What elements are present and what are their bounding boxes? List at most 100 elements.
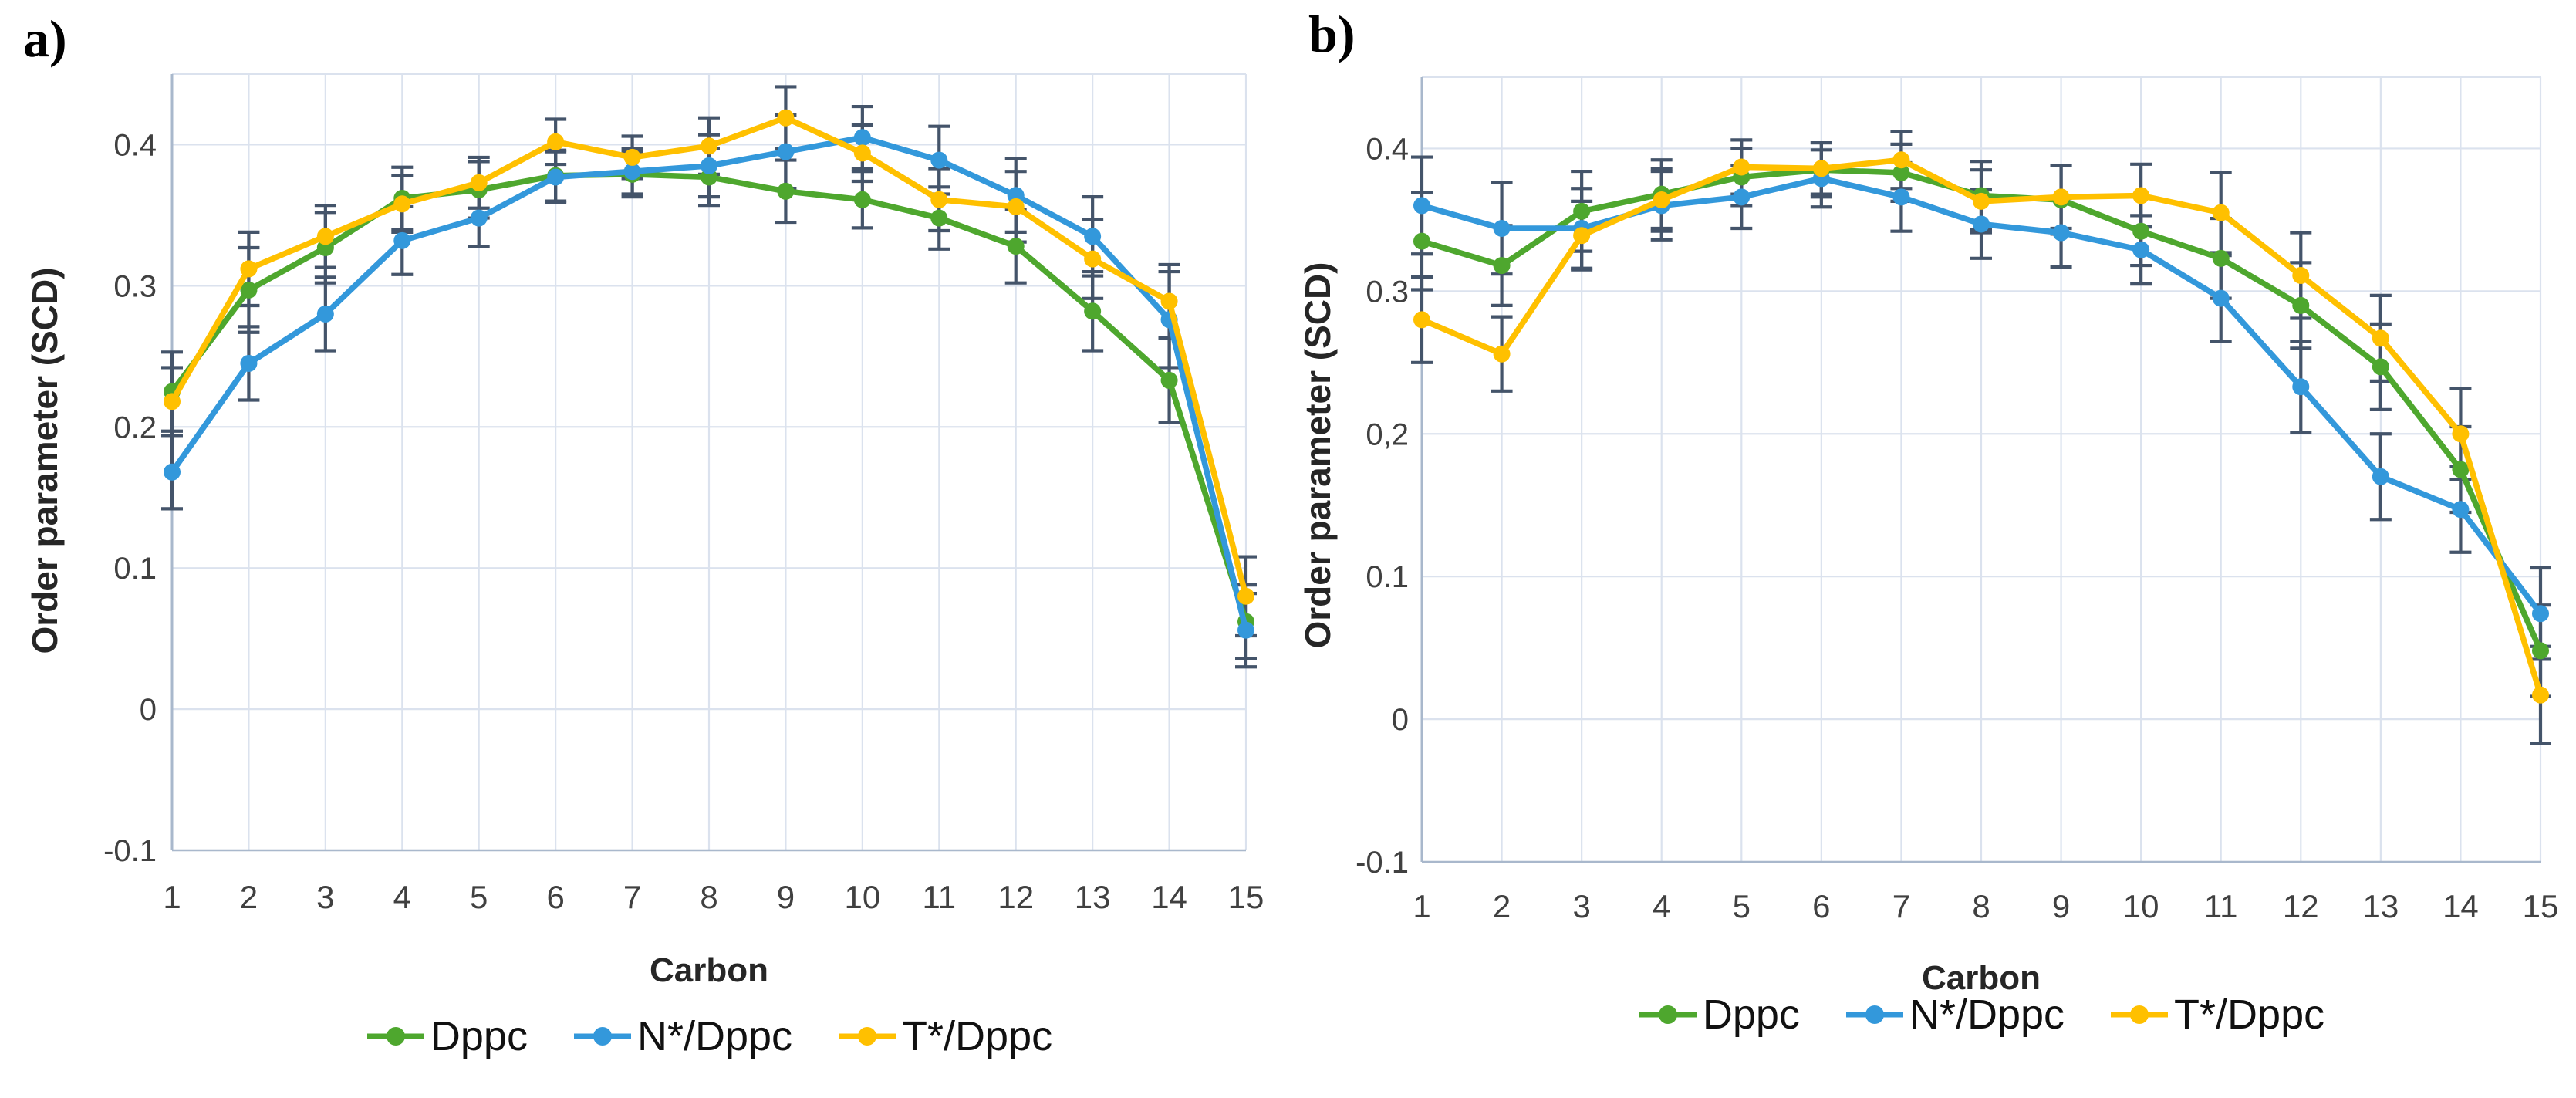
data-point [316, 305, 334, 323]
data-point [2212, 204, 2230, 221]
x-tick-label: 2 [240, 879, 258, 915]
legend-a: Dppc N*/Dppc T*/Dppc [172, 1003, 1246, 1069]
legend-label-t-dppc: T*/Dppc [2174, 992, 2325, 1038]
data-point [1493, 220, 1511, 238]
data-point [930, 191, 948, 208]
data-point [1493, 345, 1511, 363]
legend-label-n-dppc: N*/Dppc [1909, 992, 2065, 1038]
data-point [1892, 188, 1910, 206]
x-tick-label: 15 [2523, 888, 2559, 924]
x-tick-label: 4 [393, 879, 411, 915]
data-point [1573, 227, 1591, 245]
x-tick-label: 5 [470, 879, 488, 915]
data-point [853, 191, 871, 208]
gridlines [170, 73, 1247, 852]
tick-labels: 0.40.30,20.10-0.11 2 3 4 5 6 7 8 9 10 11 12 13 14 15 [1356, 132, 2558, 924]
x-tick-label: 14 [2443, 888, 2479, 924]
x-tick-label: 14 [1151, 879, 1187, 915]
data-point [2452, 425, 2470, 443]
legend-item-n-dppc: N*/Dppc [1845, 991, 2065, 1039]
data-point [470, 209, 488, 227]
data-point [2212, 289, 2230, 307]
data-point [1493, 257, 1511, 275]
data-point [2132, 222, 2150, 240]
x-tick-label: 9 [777, 879, 795, 915]
data-point [240, 260, 258, 278]
data-point [316, 228, 334, 245]
data-point [2372, 358, 2389, 376]
data-point [240, 354, 258, 372]
x-tick-label: 3 [316, 879, 334, 915]
data-point [1892, 164, 1910, 181]
x-tick-label: 12 [2283, 888, 2319, 924]
data-point [701, 157, 717, 174]
x-tick-label: 8 [700, 879, 717, 915]
x-tick-label: 7 [623, 879, 641, 915]
legend-label-dppc: Dppc [1702, 992, 1800, 1038]
data-point [2452, 501, 2470, 519]
data-point [2452, 461, 2470, 478]
x-tick-label: 4 [1653, 888, 1670, 924]
x-axis-title: Carbon [650, 951, 768, 989]
data-point [1007, 198, 1025, 215]
data-point [853, 144, 871, 162]
x-tick-label: 11 [2204, 888, 2238, 924]
data-point [2132, 241, 2150, 258]
x-tick-label: 12 [998, 879, 1034, 915]
data-point [2372, 329, 2389, 347]
series-T*/Dppc [1413, 151, 2549, 704]
data-point [853, 129, 871, 147]
data-point [777, 182, 795, 200]
y-tick-label: 0.1 [1366, 560, 1409, 594]
dppc-line-marker-icon [366, 1027, 424, 1046]
data-point [2292, 267, 2310, 285]
data-point [2532, 686, 2549, 704]
legend-label-n-dppc: N*/Dppc [636, 1013, 793, 1059]
x-tick-label: 11 [922, 879, 956, 915]
data-point [930, 209, 948, 227]
x-tick-label: 5 [1733, 888, 1751, 924]
series-T*/Dppc [164, 109, 1254, 605]
data-point [1973, 192, 1990, 210]
data-point [1237, 621, 1254, 639]
chart-panel-b: 0.40.30,20.10-0.11 2 3 4 5 6 7 8 9 10 11 12 13 14 15Ca… [1298, 76, 2558, 997]
data-point [2212, 249, 2230, 267]
x-tick-label: 10 [844, 879, 880, 915]
dppc-line-marker-icon [1639, 1005, 1697, 1024]
data-point [777, 109, 795, 127]
data-point [1812, 160, 1830, 177]
legend-item-dppc: Dppc [1638, 991, 1800, 1039]
y-axis-title: Order parameter (SCD) [1298, 262, 1338, 648]
y-tick-label: 0.2 [113, 410, 157, 444]
y-tick-label: 0.4 [1366, 132, 1409, 166]
x-tick-label: 13 [2362, 888, 2399, 924]
data-point [1413, 197, 1430, 215]
y-tick-label: 0,2 [1366, 417, 1409, 451]
data-point [393, 195, 411, 213]
data-point [1573, 202, 1591, 220]
data-point [1733, 188, 1751, 206]
data-point [2132, 187, 2150, 204]
data-point [2052, 188, 2070, 206]
x-tick-label: 1 [1413, 888, 1430, 924]
data-point [1413, 232, 1430, 250]
legend-item-t-dppc: T*/Dppc [837, 1012, 1052, 1060]
data-point [1973, 215, 1990, 233]
data-point [164, 463, 181, 481]
data-point [777, 143, 795, 160]
data-point [1160, 371, 1178, 389]
x-tick-label: 13 [1075, 879, 1111, 915]
y-tick-label: 0 [1392, 703, 1409, 737]
x-tick-label: 9 [2052, 888, 2070, 924]
data-point [1653, 191, 1670, 209]
data-point [547, 133, 565, 150]
data-point [470, 174, 488, 191]
legend-item-t-dppc: T*/Dppc [2109, 991, 2324, 1039]
data-point [930, 151, 948, 169]
data-point [1084, 302, 1102, 320]
data-point [623, 163, 641, 181]
y-tick-label: 0.3 [113, 269, 157, 303]
data-point [393, 231, 411, 249]
t-dppc-line-marker-icon [839, 1027, 896, 1046]
